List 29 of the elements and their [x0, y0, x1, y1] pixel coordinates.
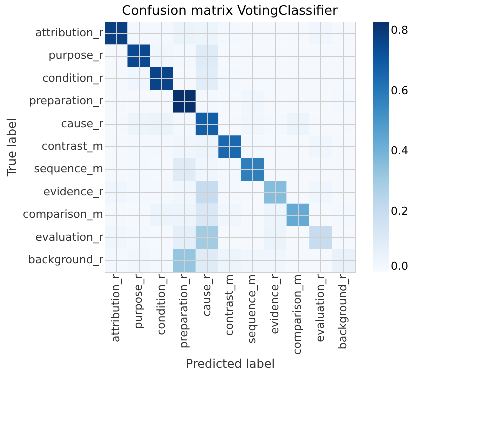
y-tick-label: evaluation_r: [36, 230, 104, 244]
y-tick-label: attribution_r: [36, 26, 104, 40]
color-bar-label: 0.6: [391, 84, 408, 98]
y-tick-label: background_r: [28, 254, 104, 267]
y-tick-label: preparation_r: [29, 94, 104, 108]
x-tick-label: background_r: [336, 274, 350, 350]
x-tick-label: contrast_m: [223, 274, 236, 336]
color-bar-label: 0.4: [391, 144, 408, 158]
color-bar-label: 0.0: [391, 260, 408, 273]
x-tick-label: evaluation_r: [314, 274, 327, 342]
y-tick-label: cause_r: [61, 117, 104, 130]
x-tick-label: cause_r: [200, 274, 214, 317]
x-tick-label: comparison_m: [291, 274, 304, 355]
color-bar-label: 0.8: [391, 24, 408, 38]
y-tick-label: evidence_r: [44, 185, 104, 198]
x-tick-label: purpose_r: [132, 274, 146, 330]
y-tick-label: contrast_m: [42, 140, 104, 153]
chart-title: Confusion matrix VotingClassifier: [122, 4, 338, 19]
color-bar-label: 0.2: [391, 204, 408, 218]
y-axis-title: True label: [5, 118, 20, 178]
x-tick-label: preparation_r: [178, 274, 191, 349]
y-tick-label: condition_r: [42, 72, 104, 85]
x-axis-title: Predicted label: [186, 356, 276, 371]
y-tick-label: sequence_m: [34, 162, 104, 176]
y-tick-label: comparison_m: [23, 208, 104, 222]
x-tick-label: sequence_m: [246, 274, 259, 344]
x-tick-label: condition_r: [154, 274, 168, 336]
x-tick-label: evidence_r: [268, 274, 282, 334]
y-tick-label: purpose_r: [48, 49, 104, 62]
